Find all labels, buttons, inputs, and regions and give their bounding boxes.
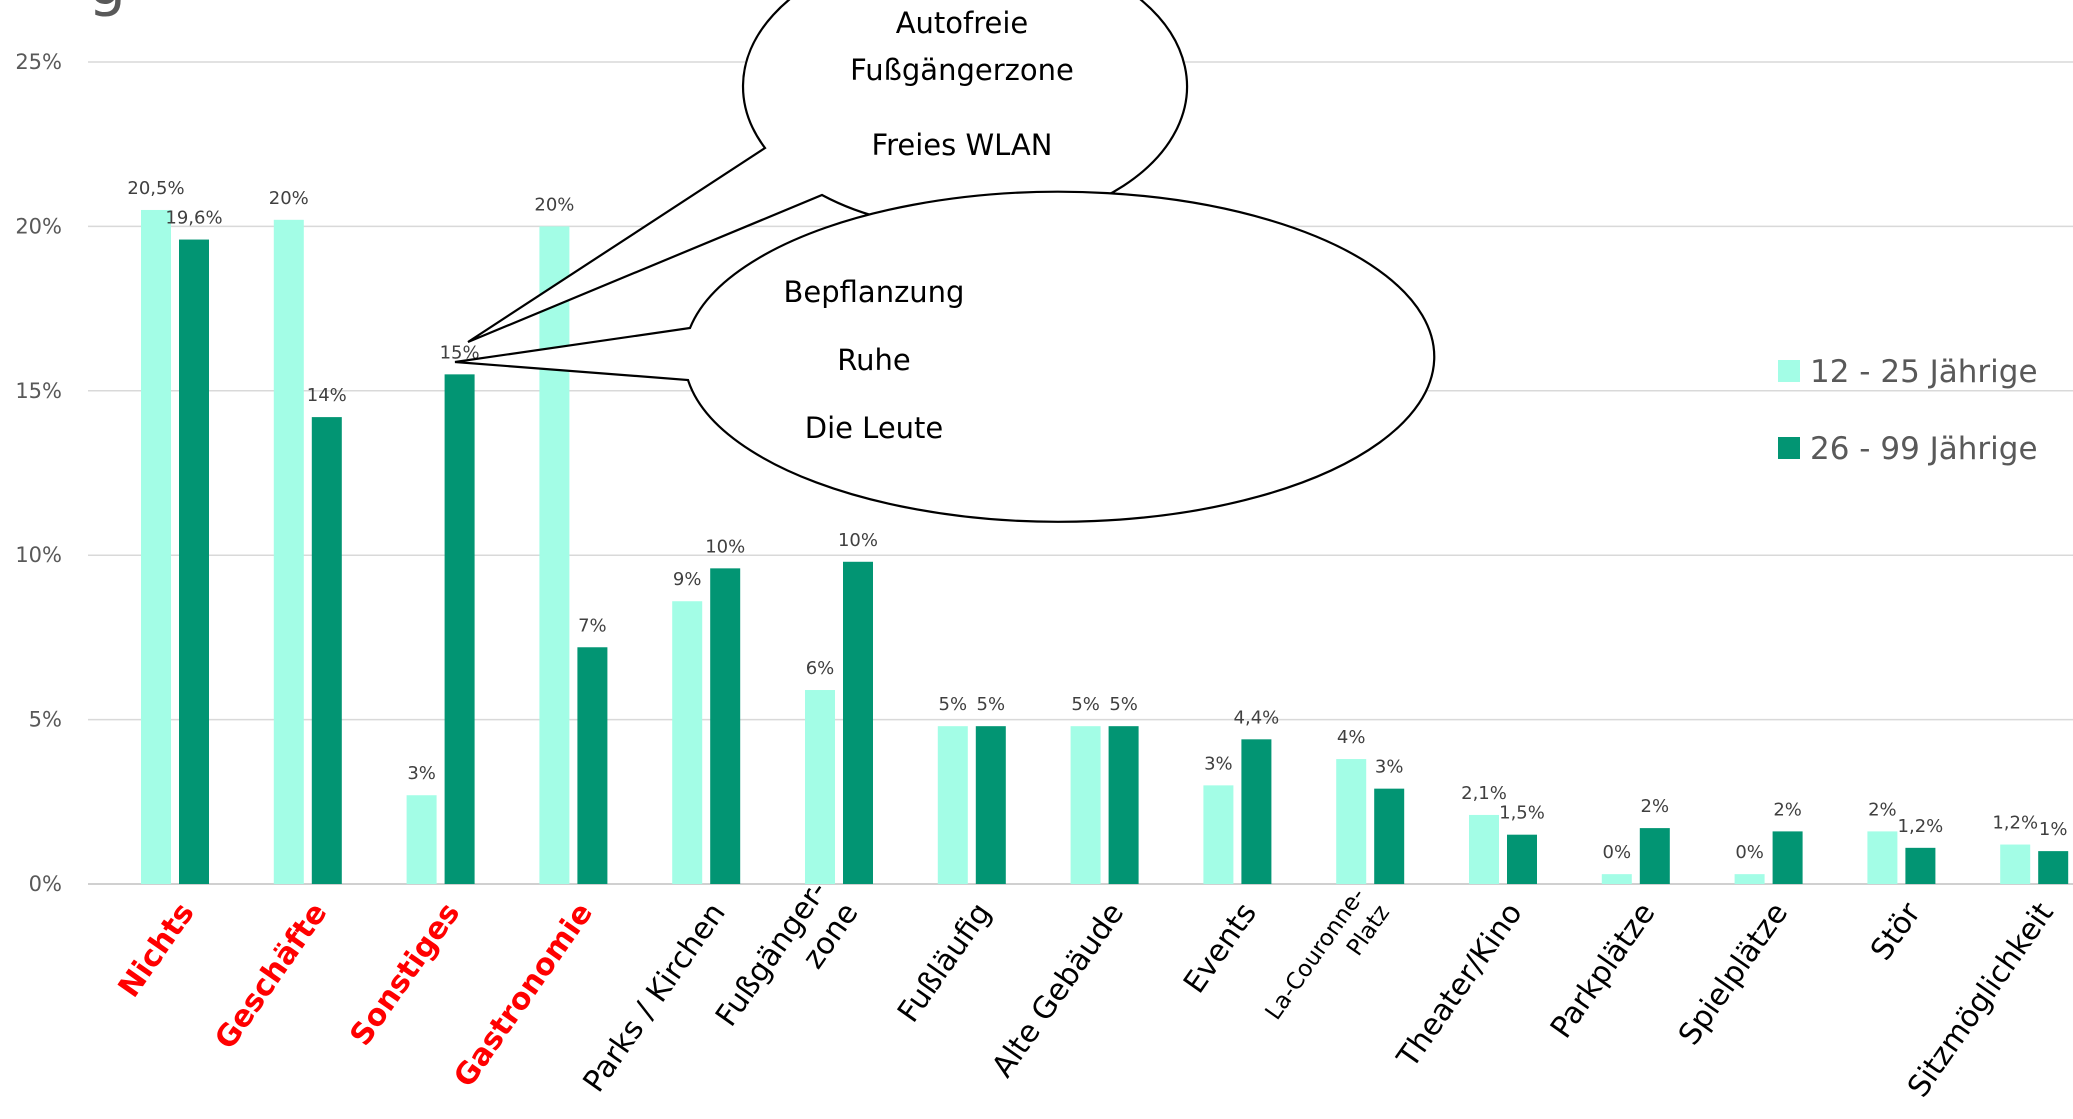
data-label: 1,2% xyxy=(1992,813,2038,834)
data-label: 3% xyxy=(407,763,436,784)
data-label: 6% xyxy=(806,658,835,679)
category-label: Gastronomie xyxy=(447,897,600,1094)
bar-young-1 xyxy=(273,219,304,885)
bar-young-3 xyxy=(539,226,570,884)
y-tick-label: 15% xyxy=(15,379,62,403)
speech-bubble-1-line-1: Autofreie xyxy=(896,6,1029,40)
data-label: 5% xyxy=(977,694,1006,715)
data-label: 2% xyxy=(1641,796,1670,817)
data-label: 0% xyxy=(1735,842,1764,863)
speech-bubble-2-line-2: Ruhe xyxy=(837,343,910,377)
y-tick-label: 0% xyxy=(29,872,62,896)
y-axis-ticks: 0% 5% 10% 15% 20% 25% xyxy=(15,50,62,896)
data-label: 3% xyxy=(1375,757,1404,778)
bar-old-0 xyxy=(179,239,209,884)
bar-old-4 xyxy=(710,568,741,884)
data-label: 20% xyxy=(269,188,309,209)
bar-old-3 xyxy=(577,647,608,884)
y-tick-label: 25% xyxy=(15,50,62,74)
x-axis-categories: Nichts Geschäfte SonstigesGastronomieParks… xyxy=(112,875,2061,1104)
bar-young-7 xyxy=(1070,726,1101,884)
data-label: 2,1% xyxy=(1461,783,1507,804)
category-label: Geschäfte xyxy=(208,897,334,1056)
category-label: Nichts xyxy=(112,897,202,1005)
category-label: Stör xyxy=(1864,896,1928,967)
category-label: Events xyxy=(1177,897,1264,1000)
data-label: 5% xyxy=(1071,694,1100,715)
bar-old-2 xyxy=(444,374,475,884)
data-label: 19,6% xyxy=(165,208,222,229)
bar-old-10 xyxy=(1507,834,1537,884)
bar-old-11 xyxy=(1639,828,1670,884)
legend: 12 - 25 Jährige 26 - 99 Jährige xyxy=(1778,354,2038,467)
category-label: Spielplätze xyxy=(1672,897,1795,1052)
bar-old-7 xyxy=(1108,726,1139,884)
bar-young-4 xyxy=(672,601,703,884)
data-labels: 20,5% 20%3%20%9%6%5% 5%3%4%2,1%0% 0%2%1,2%1… xyxy=(127,178,2067,863)
bar-young-8 xyxy=(1203,785,1234,884)
speech-bubble-2-shape xyxy=(454,190,1436,523)
bar-old-1 xyxy=(311,417,342,884)
data-label: 1,2% xyxy=(1898,816,1944,837)
data-label: 14% xyxy=(307,385,347,406)
speech-bubble-2: Bepflanzung Ruhe Die Leute xyxy=(454,190,1436,523)
data-label: 4,4% xyxy=(1234,707,1280,728)
data-label: 5% xyxy=(1109,694,1138,715)
bar-old-6 xyxy=(975,726,1006,884)
bar-old-13 xyxy=(1905,847,1936,884)
data-label: 1% xyxy=(2039,819,2068,840)
bar-old-14 xyxy=(2038,851,2069,884)
data-label: 15% xyxy=(440,342,480,363)
data-label: 5% xyxy=(939,694,968,715)
category-label: Alte Gebäude xyxy=(985,897,1131,1084)
bar-young-11 xyxy=(1601,874,1632,884)
data-label: 3% xyxy=(1204,753,1233,774)
bar-young-10 xyxy=(1469,814,1499,884)
category-label: Parkplätze xyxy=(1544,897,1662,1045)
category-label: Sonstiges xyxy=(343,897,467,1053)
data-label: 10% xyxy=(838,530,878,551)
bar-young-13 xyxy=(1867,831,1898,884)
bar-young-12 xyxy=(1734,874,1765,884)
data-label: 2% xyxy=(1773,799,1802,820)
legend-swatch-young xyxy=(1778,360,1800,382)
y-tick-label: 5% xyxy=(29,708,62,732)
data-label: 4% xyxy=(1337,727,1366,748)
bar-young-5 xyxy=(805,690,835,884)
bar-young-9 xyxy=(1336,759,1367,884)
bars xyxy=(141,209,2069,885)
y-tick-label: 10% xyxy=(15,543,62,567)
bar-old-12 xyxy=(1772,831,1803,884)
data-label: 20% xyxy=(534,194,574,215)
y-tick-label: 20% xyxy=(15,214,62,238)
bar-young-0 xyxy=(141,209,171,884)
data-label: 10% xyxy=(705,536,745,557)
bar-young-14 xyxy=(2000,844,2031,884)
data-label: 2% xyxy=(1868,799,1897,820)
data-label: 0% xyxy=(1603,842,1632,863)
data-label: 20,5% xyxy=(127,178,184,199)
category-label: Theater/Kino xyxy=(1390,897,1529,1075)
bar-young-2 xyxy=(406,795,437,884)
speech-bubble-1-line-3: Freies WLAN xyxy=(872,128,1053,162)
bar-young-6 xyxy=(937,726,968,884)
bar-old-5 xyxy=(843,561,873,884)
category-label: Sitzmöglichkeit xyxy=(1901,896,2061,1103)
data-label: 9% xyxy=(673,569,702,590)
category-label: Parks / Kirchen xyxy=(577,897,733,1099)
category-label: Fußläufig xyxy=(891,897,998,1029)
legend-label-young: 12 - 25 Jährige xyxy=(1810,354,2038,390)
speech-bubble-2-line-1: Bepflanzung xyxy=(784,275,965,309)
data-label: 7% xyxy=(578,615,607,636)
chart-title-fragment: g xyxy=(88,0,126,19)
bar-old-8 xyxy=(1241,739,1272,884)
legend-label-old: 26 - 99 Jährige xyxy=(1810,431,2038,467)
speech-bubble-1-line-2: Fußgängerzone xyxy=(850,53,1074,87)
data-label: 1,5% xyxy=(1499,803,1545,824)
speech-bubble-2-line-3: Die Leute xyxy=(805,411,944,445)
legend-swatch-old xyxy=(1778,437,1800,459)
bar-old-9 xyxy=(1374,788,1405,884)
